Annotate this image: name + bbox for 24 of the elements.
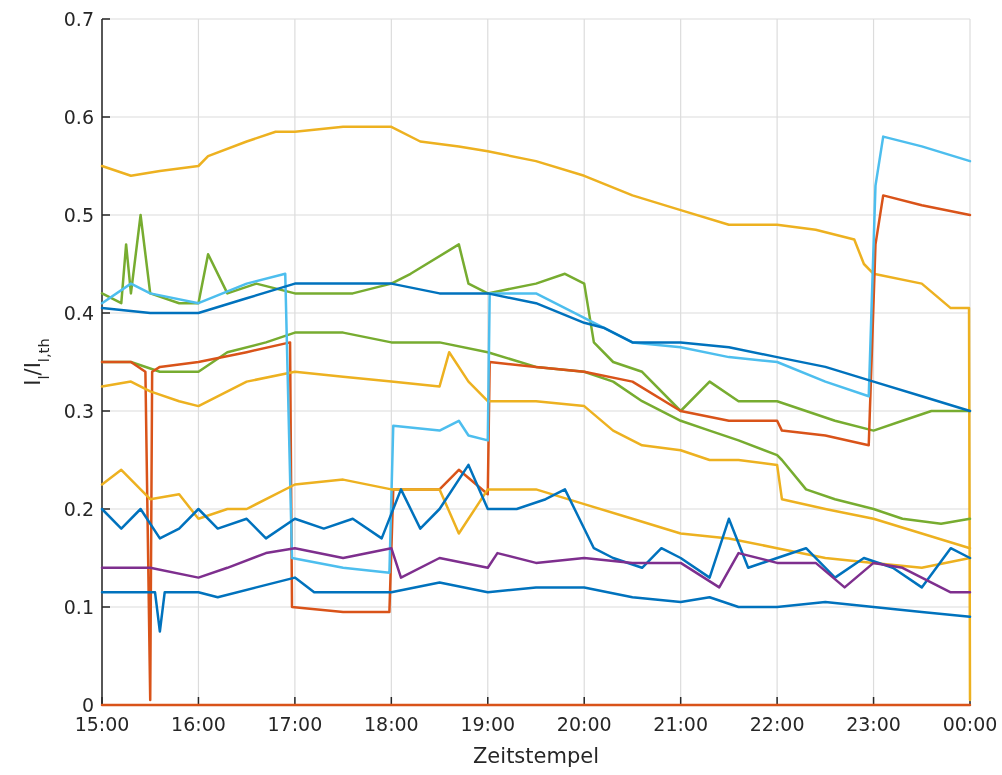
y-tick-label: 0.6: [63, 105, 94, 128]
line-series: [100, 463, 972, 589]
y-tick-label: 0.7: [63, 7, 94, 30]
x-tick-label: 22:00: [749, 713, 805, 735]
y-tick-label: 0.1: [63, 595, 94, 618]
line-series: [100, 135, 972, 574]
line-series: [100, 576, 972, 633]
y-tick-label: 0.2: [63, 497, 94, 520]
x-tick-label: 16:00: [171, 713, 226, 735]
y-tick-label: 0.4: [63, 301, 94, 324]
x-tick-label: 19:00: [460, 713, 516, 735]
x-tick-label: 00:00: [942, 713, 998, 735]
x-tick-label: 23:00: [846, 713, 901, 735]
y-tick-label: 0: [81, 693, 94, 716]
x-tick-label: 15:00: [74, 713, 130, 735]
x-tick-label: 17:00: [267, 713, 323, 735]
x-axis-title: Zeitstempel: [472, 744, 600, 768]
x-tick-label: 21:00: [653, 713, 709, 735]
line-series: [100, 282, 972, 413]
x-tick-label: 20:00: [556, 713, 612, 735]
line-series: [100, 546, 972, 594]
y-tick-label: 0.3: [63, 399, 94, 422]
x-tick-label: 18:00: [363, 713, 419, 735]
y-tick-label: 0.5: [63, 203, 94, 226]
